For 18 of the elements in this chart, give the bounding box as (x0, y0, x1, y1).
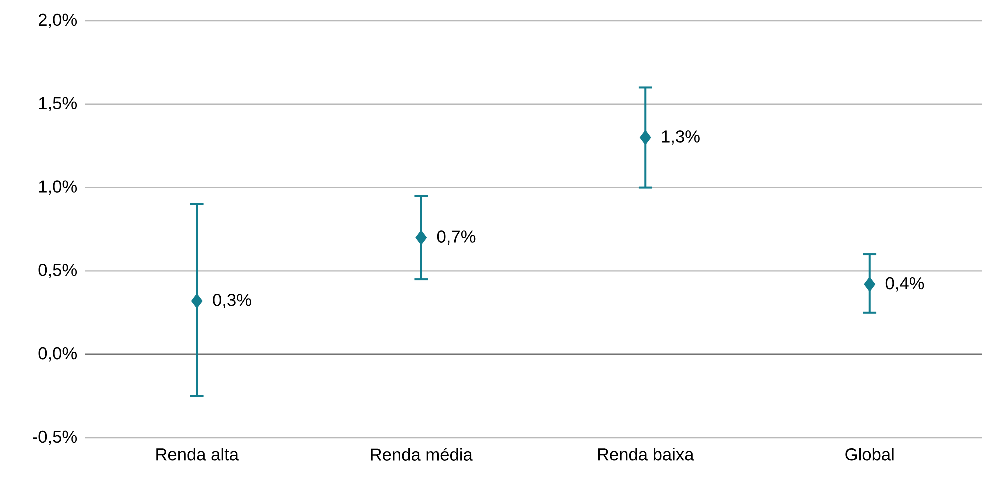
y-tick-label: 2,0% (39, 14, 78, 28)
x-tick-label: Global (846, 448, 894, 461)
data-label: 1,3% (662, 130, 700, 145)
point (640, 130, 652, 145)
y-tick-label: -0,5% (33, 430, 78, 446)
x-tick-label: Renda baixa (598, 448, 694, 461)
point (192, 294, 203, 308)
point (416, 230, 427, 245)
y-tick-label: 1,0% (39, 180, 78, 195)
data-label: 0,7% (437, 230, 476, 245)
point (864, 278, 876, 292)
x-tick-label: Renda alta (156, 448, 240, 461)
x-tick-label: Renda média (371, 448, 473, 461)
data-label: 0,4% (886, 277, 924, 292)
y-tick-label: 1,5% (39, 97, 78, 112)
y-tick-label: 0,5% (38, 264, 78, 278)
y-tick-label: 0,0% (38, 347, 78, 362)
data-label: 0,3% (213, 294, 252, 308)
